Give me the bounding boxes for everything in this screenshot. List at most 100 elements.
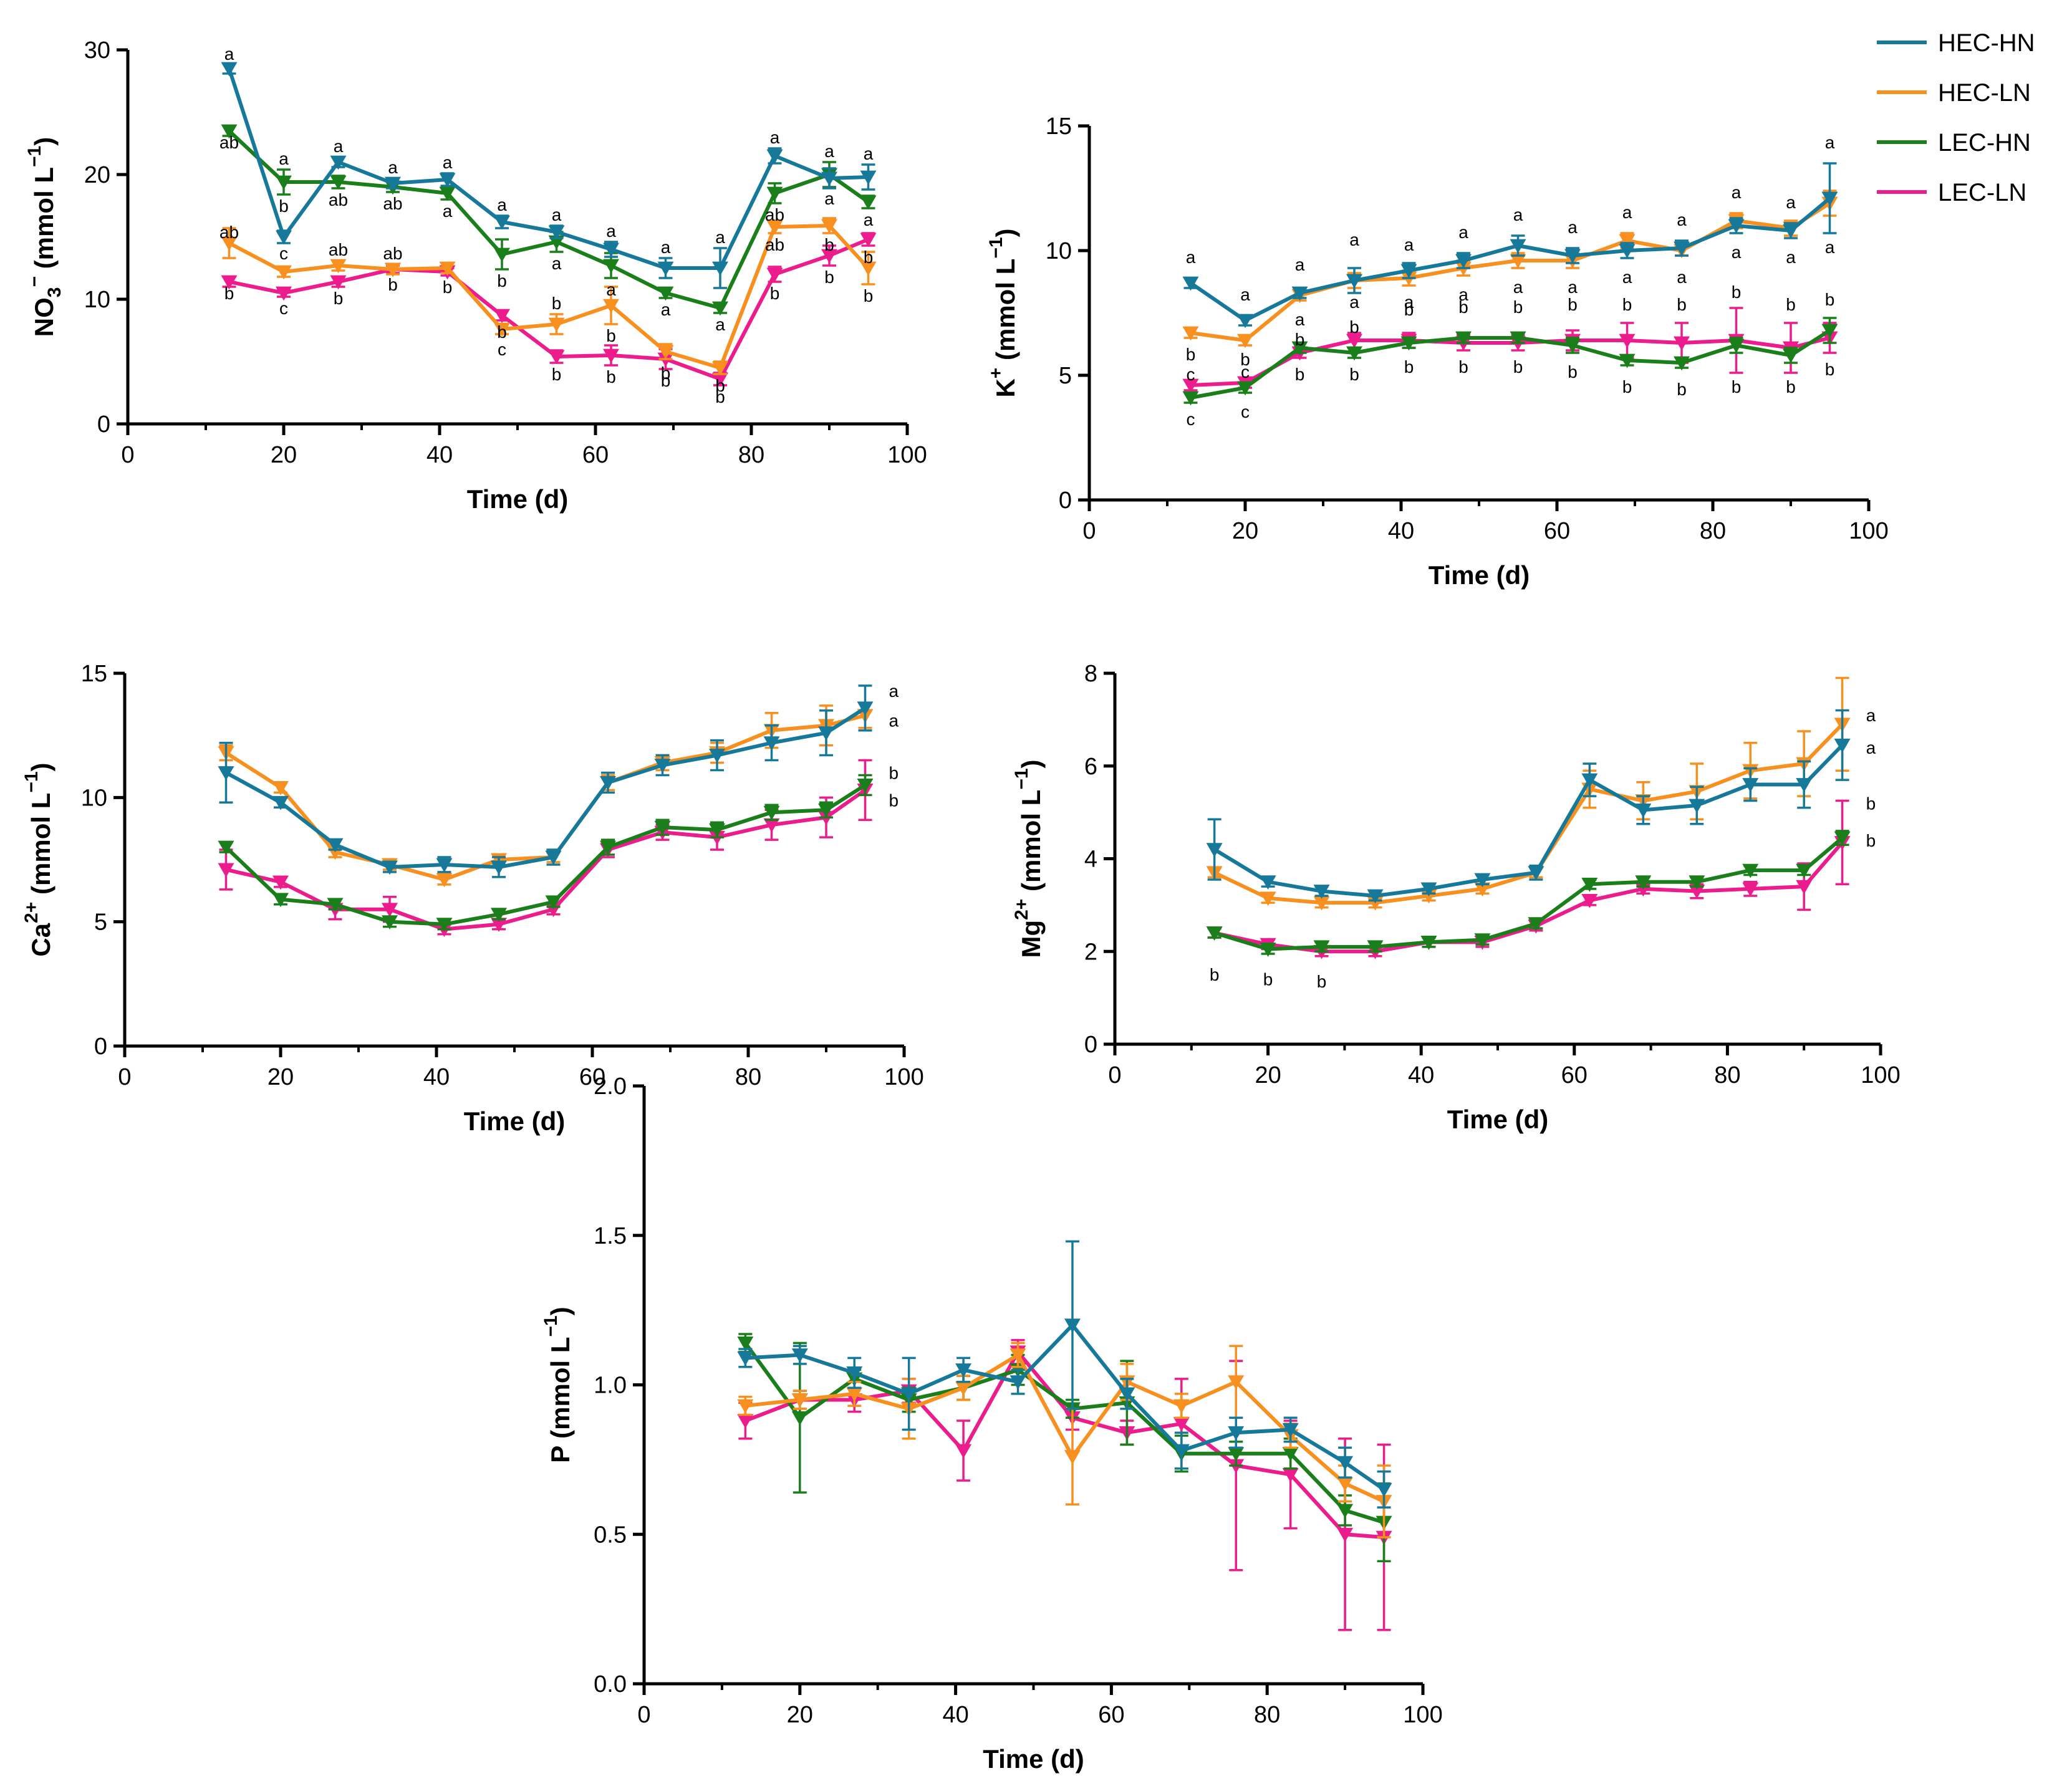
data-point bbox=[1064, 1318, 1081, 1333]
y-tick-label: 20 bbox=[84, 162, 110, 188]
y-tick-label: 0 bbox=[97, 411, 110, 438]
significance-label: b bbox=[1210, 965, 1220, 984]
x-tick-label: 60 bbox=[579, 1064, 605, 1090]
significance-label: a bbox=[1404, 235, 1414, 254]
significance-label: b bbox=[224, 284, 234, 303]
x-axis-title: Time (d) bbox=[1429, 560, 1530, 590]
y-axis-title-main: P bbox=[546, 1446, 575, 1462]
data-point bbox=[439, 186, 456, 201]
data-point bbox=[900, 1387, 917, 1402]
y-tick-label: 0 bbox=[94, 1034, 107, 1060]
data-point bbox=[1260, 943, 1276, 957]
significance-label: a bbox=[1786, 193, 1796, 212]
chart-panel-potassium: 0 20 40 60 80 100 0 5 10 15 Time (d) K+ (mmol L−1) a… bbox=[986, 113, 1889, 590]
significance-label: b bbox=[1295, 365, 1305, 384]
significance-label: ab bbox=[383, 194, 402, 213]
data-point bbox=[1510, 239, 1526, 254]
x-tick-label: 60 bbox=[1561, 1062, 1588, 1088]
x-tick-label: 80 bbox=[1714, 1062, 1740, 1088]
data-point bbox=[548, 225, 565, 240]
series-lec-ln bbox=[1206, 799, 1851, 959]
significance-label: b bbox=[1513, 357, 1523, 377]
x-tick-label: 40 bbox=[426, 442, 453, 468]
y-axis-title-unit-sup: −1 bbox=[541, 1315, 561, 1337]
significance-label: c bbox=[1241, 402, 1250, 421]
significance-label: a bbox=[552, 205, 562, 224]
data-point bbox=[1821, 191, 1838, 206]
data-point bbox=[382, 915, 398, 930]
data-point bbox=[1619, 234, 1636, 249]
data-point bbox=[763, 805, 780, 820]
data-point bbox=[1313, 940, 1330, 955]
significance-label: a bbox=[1622, 267, 1632, 287]
data-point bbox=[1674, 241, 1690, 256]
data-point bbox=[382, 860, 398, 875]
y-tick-label: 10 bbox=[81, 785, 107, 811]
significance-label: b bbox=[552, 294, 562, 313]
significance-label: a bbox=[497, 195, 507, 214]
data-point bbox=[860, 233, 877, 247]
x-axis-title: Time (d) bbox=[1447, 1105, 1549, 1134]
series-lec-ln bbox=[218, 759, 874, 937]
significance-label: a bbox=[770, 128, 780, 147]
y-axis-title-end: ) bbox=[29, 137, 59, 146]
x-tick-label: 80 bbox=[1254, 1702, 1280, 1728]
data-point bbox=[1337, 1477, 1354, 1492]
data-point bbox=[1474, 933, 1491, 948]
data-point bbox=[548, 317, 565, 332]
significance-label: b bbox=[715, 387, 725, 406]
data-point bbox=[1064, 1450, 1081, 1464]
significance-label: a bbox=[1295, 255, 1305, 274]
y-tick-label: 10 bbox=[1046, 238, 1072, 264]
series-line bbox=[1214, 841, 1844, 954]
data-point bbox=[436, 858, 453, 873]
significance-label: c bbox=[279, 244, 288, 263]
y-tick-label: 1.0 bbox=[594, 1373, 627, 1399]
data-point bbox=[1510, 254, 1526, 269]
data-point bbox=[439, 173, 456, 188]
data-point bbox=[657, 286, 674, 301]
data-point bbox=[1119, 1387, 1135, 1402]
y-axis-title-sup: − bbox=[24, 276, 45, 287]
significance-label: b bbox=[1240, 350, 1250, 369]
data-point bbox=[1742, 863, 1759, 878]
data-point bbox=[1474, 882, 1491, 897]
data-point bbox=[1337, 1527, 1354, 1542]
data-point bbox=[327, 898, 344, 913]
significance-label: b bbox=[864, 286, 874, 305]
significance-label: c bbox=[498, 340, 506, 359]
data-point bbox=[955, 1381, 972, 1396]
data-point bbox=[1282, 1467, 1299, 1482]
y-tick-label: 1.5 bbox=[594, 1223, 627, 1249]
data-point bbox=[1206, 926, 1223, 941]
series-lec-hn bbox=[218, 774, 874, 933]
data-point bbox=[1337, 1504, 1354, 1519]
data-point bbox=[737, 1336, 754, 1351]
y-axis-title-end: ) bbox=[1016, 759, 1046, 768]
data-point bbox=[712, 301, 728, 316]
data-point bbox=[657, 261, 674, 276]
data-point bbox=[712, 372, 728, 387]
x-tick-label: 80 bbox=[738, 442, 764, 468]
data-point bbox=[1228, 1375, 1245, 1390]
data-point bbox=[1313, 896, 1330, 911]
y-tick-label: 5 bbox=[94, 910, 107, 936]
data-point bbox=[1182, 391, 1199, 406]
data-point bbox=[712, 361, 728, 376]
x-tick-label: 40 bbox=[942, 1702, 968, 1728]
y-axis-title-main: Mg bbox=[1016, 920, 1046, 958]
significance-label: ab bbox=[383, 244, 402, 263]
y-axis-title-end: ) bbox=[546, 1307, 575, 1315]
significance-label: b bbox=[1186, 345, 1196, 364]
data-point bbox=[1796, 880, 1813, 895]
significance-label: b bbox=[1404, 300, 1414, 319]
legend-entry-lec-hn: LEC-HN bbox=[1877, 129, 2031, 156]
significance-label: a bbox=[1240, 285, 1250, 304]
significance-label: b bbox=[1458, 357, 1468, 377]
significance-label: c bbox=[1187, 365, 1195, 384]
data-point bbox=[272, 795, 289, 810]
significance-label: b bbox=[889, 790, 899, 810]
data-point bbox=[737, 1351, 754, 1366]
significance-label: ab bbox=[765, 205, 784, 224]
